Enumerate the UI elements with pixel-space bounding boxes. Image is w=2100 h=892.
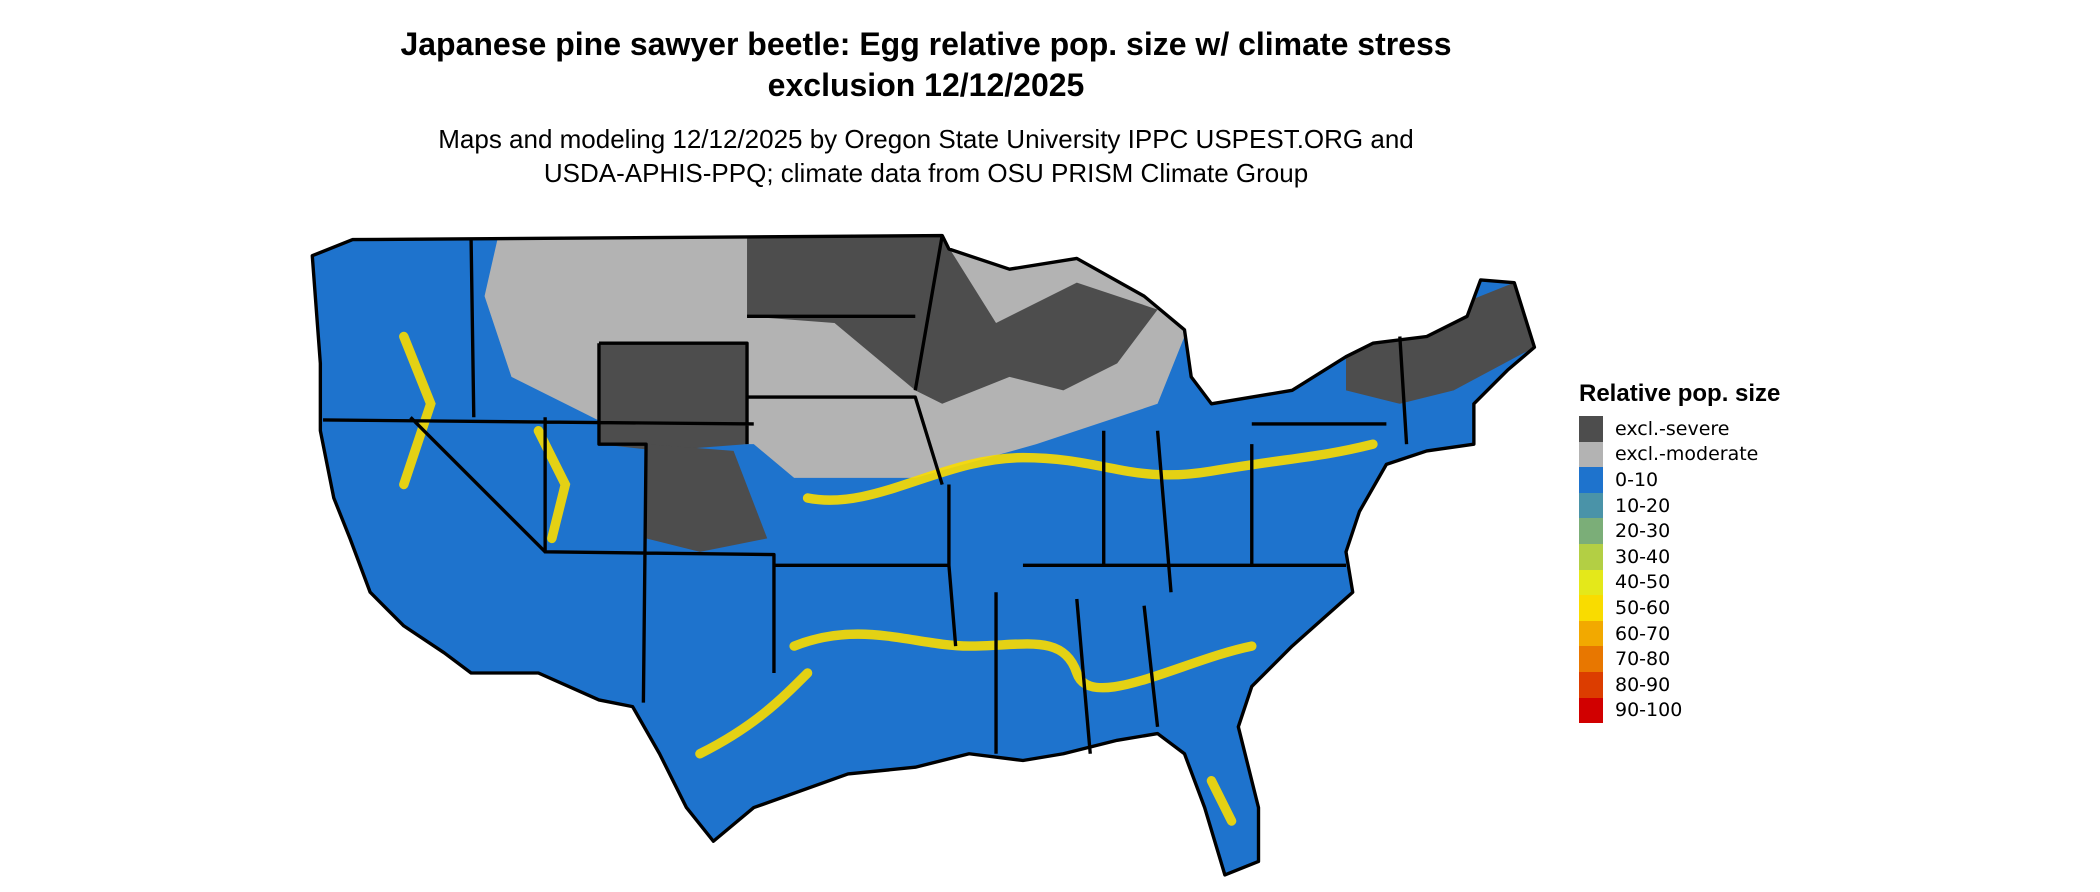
legend-label: 30-40 (1615, 545, 1671, 568)
legend-label: 50-60 (1615, 596, 1671, 619)
legend-label: 20-30 (1615, 520, 1671, 543)
legend-swatch (1579, 671, 1603, 698)
legend-label: 40-50 (1615, 571, 1671, 594)
legend-item: excl.-moderate (1579, 441, 1780, 468)
legend-label: 0-10 (1615, 468, 1659, 491)
legend-swatch (1579, 518, 1603, 544)
legend-swatch (1579, 620, 1603, 647)
legend-swatch (1579, 416, 1603, 442)
legend: Relative pop. size excl.-severe excl.-mod… (1579, 380, 1781, 724)
map-subtitle: Maps and modeling 12/12/2025 by Oregon S… (438, 124, 1414, 188)
legend-item: 50-60 (1579, 595, 1780, 621)
legend-item: 90-100 (1579, 697, 1780, 724)
legend-swatch (1579, 646, 1603, 672)
legend-item: 30-40 (1579, 543, 1780, 570)
legend-swatch (1579, 543, 1603, 570)
legend-swatch (1579, 467, 1603, 493)
legend-label: 10-20 (1615, 494, 1671, 517)
legend-item: 20-30 (1579, 518, 1780, 544)
legend-swatch (1579, 595, 1603, 621)
legend-item: 80-90 (1579, 671, 1780, 698)
legend-item: excl.-severe (1579, 416, 1780, 442)
legend-title: Relative pop. size (1579, 380, 1781, 407)
legend-label: excl.-severe (1615, 417, 1730, 440)
legend-item: 10-20 (1579, 492, 1780, 519)
map-title: Japanese pine sawyer beetle: Egg relativ… (400, 26, 1452, 103)
legend-item: 70-80 (1579, 646, 1780, 672)
legend-swatch (1579, 441, 1603, 468)
legend-label: 80-90 (1615, 673, 1671, 696)
legend-label: excl.-moderate (1615, 443, 1759, 466)
legend-items: excl.-severe excl.-moderate 0-10 10-20 20-30… (1579, 416, 1780, 724)
map-body (310, 233, 1537, 877)
legend-swatch (1579, 697, 1603, 724)
legend-item: 40-50 (1579, 569, 1780, 596)
legend-label: 60-70 (1615, 622, 1671, 645)
legend-item: 0-10 (1579, 467, 1780, 493)
legend-label: 70-80 (1615, 648, 1671, 671)
legend-label: 90-100 (1615, 699, 1683, 722)
legend-swatch (1579, 492, 1603, 519)
legend-item: 60-70 (1579, 620, 1780, 647)
us-map (310, 233, 1537, 877)
legend-swatch (1579, 569, 1603, 596)
